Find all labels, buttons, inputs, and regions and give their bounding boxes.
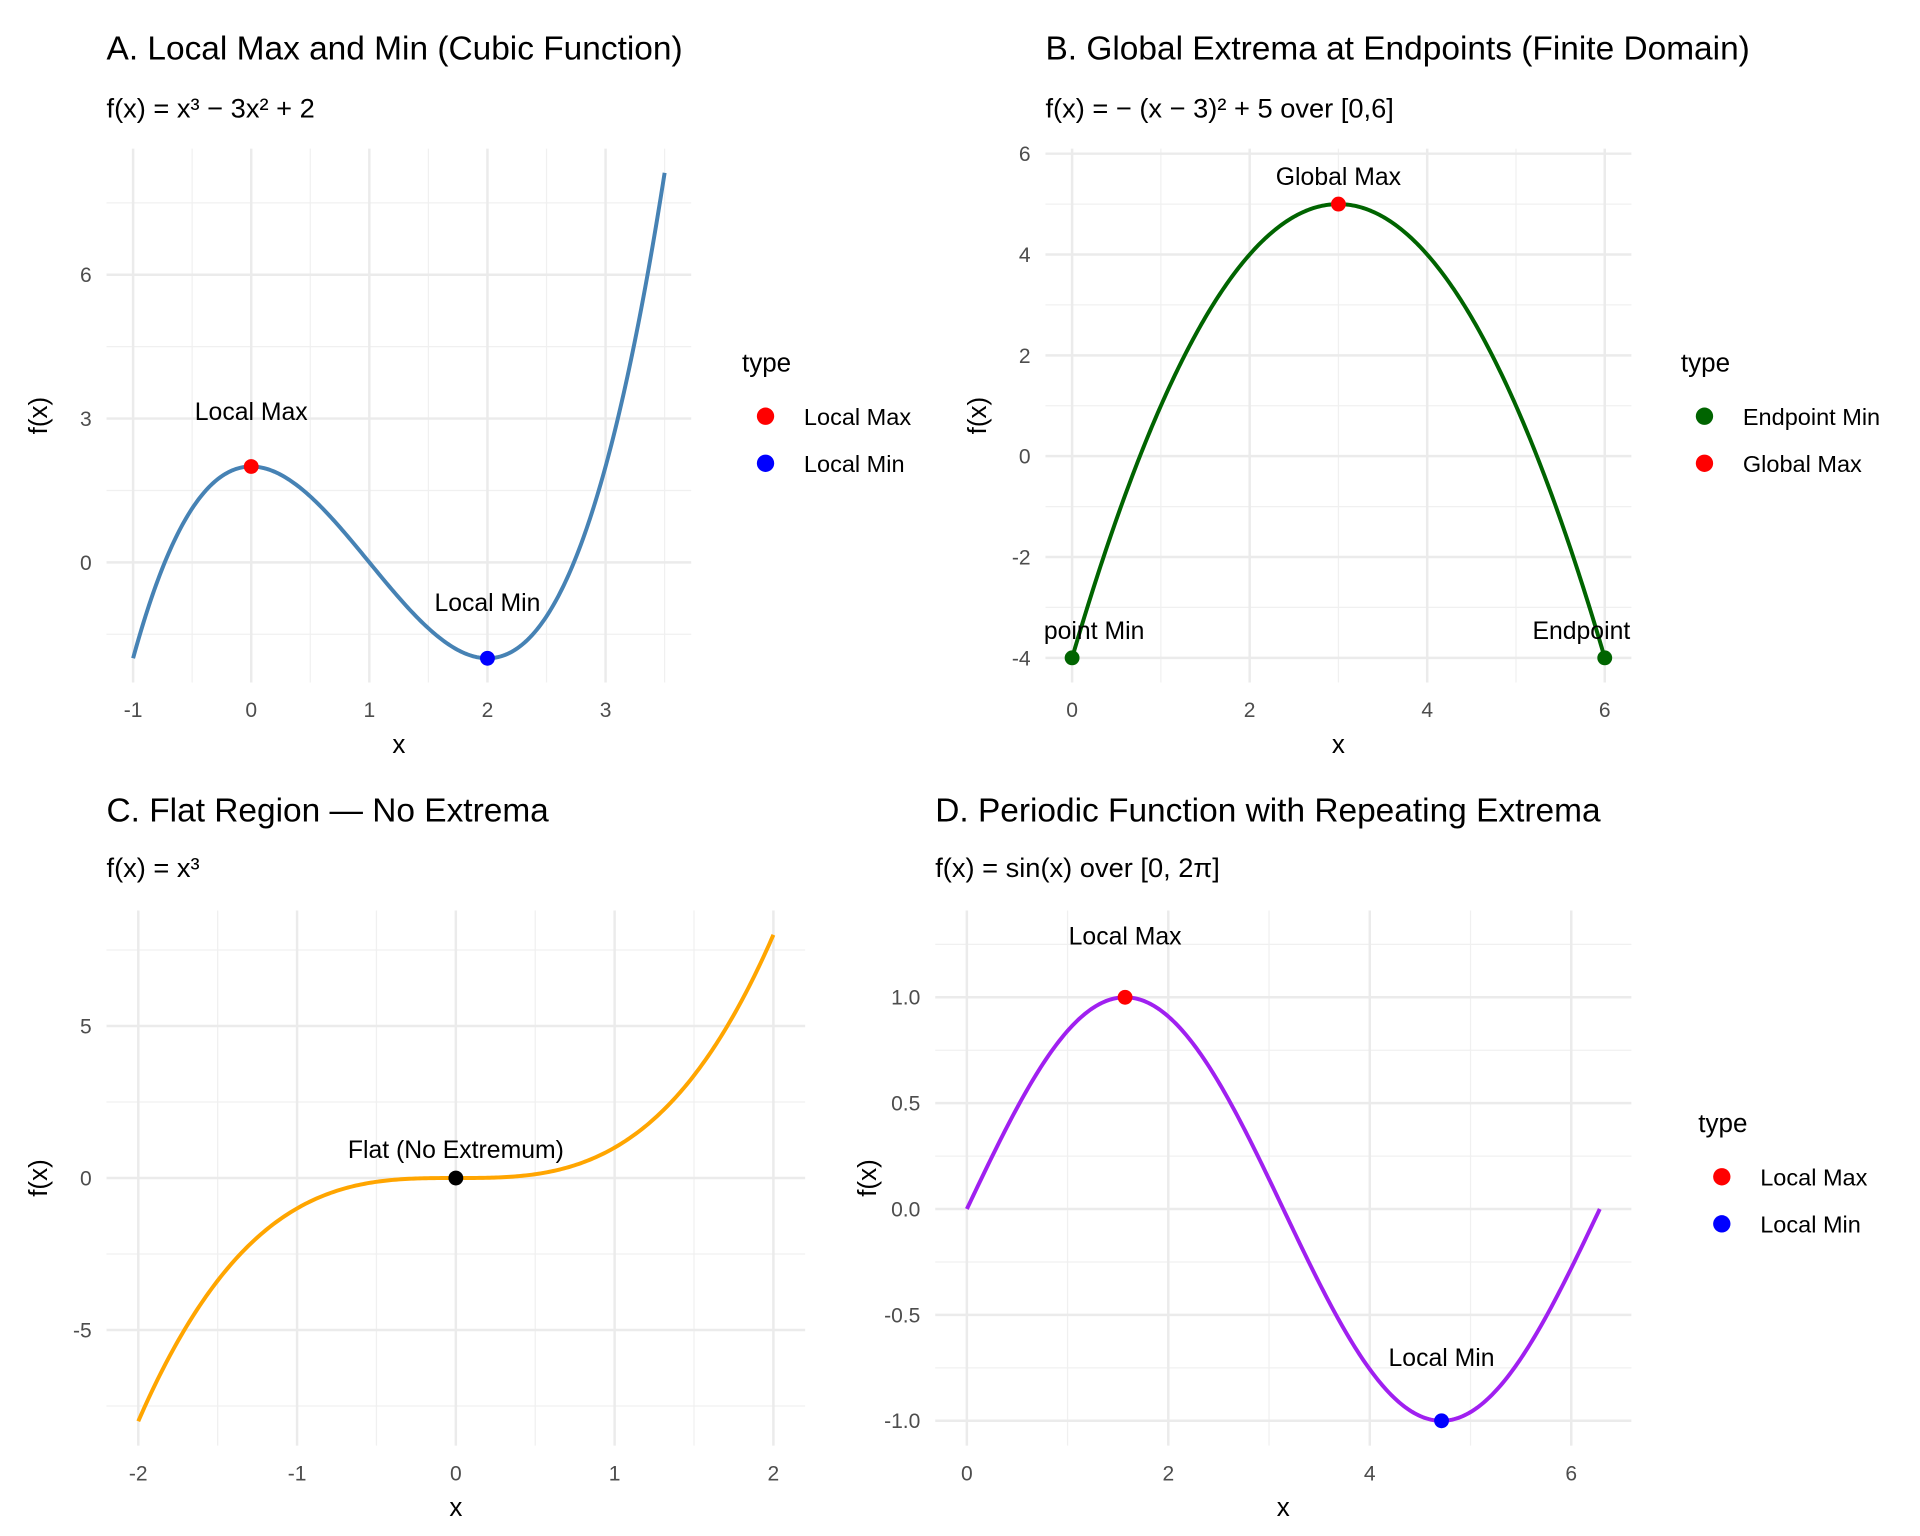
function-curve <box>965 995 1602 1423</box>
legend-title: type <box>742 348 791 378</box>
chart-subtitle: f(x) = sin(x) over [0, 2π] <box>935 852 1220 883</box>
x-tick-label: 2 <box>482 699 494 722</box>
extremum-point <box>1064 650 1080 666</box>
panel-d: D. Periodic Function with Repeating Extr… <box>852 792 1868 1522</box>
point-annotation: Local Min <box>1389 1345 1495 1372</box>
legend: type Endpoint Min Global Max <box>1681 348 1880 477</box>
x-axis-title: x <box>449 1492 462 1522</box>
x-tick-label: 2 <box>1244 699 1256 722</box>
x-tick-label: 0 <box>961 1462 973 1485</box>
annotations: Local Max Local Min <box>1069 924 1495 1372</box>
legend-label: Local Min <box>804 451 905 477</box>
x-tick-label: -1 <box>288 1462 307 1485</box>
x-tick-label: 1 <box>363 699 375 722</box>
y-tick-label: 6 <box>1019 143 1031 166</box>
x-tick-label: 0 <box>245 699 257 722</box>
extremum-point <box>1117 989 1133 1005</box>
chart-title: C. Flat Region — No Extrema <box>107 792 550 829</box>
x-tick-label: 1 <box>609 1462 621 1485</box>
x-axis-title: x <box>392 729 405 759</box>
point-annotation: Flat (No Extremum) <box>348 1137 564 1164</box>
y-tick-label: 0.0 <box>891 1198 920 1221</box>
extremum-point <box>1597 650 1613 666</box>
y-tick-label: 0 <box>1019 446 1031 469</box>
y-tick-label: 5 <box>80 1015 92 1038</box>
y-axis-title: f(x) <box>962 397 992 435</box>
y-tick-label: 0 <box>80 1167 92 1190</box>
y-tick-label: 0.5 <box>891 1093 920 1116</box>
annotations: Global Max Endpoint Min Endpoint Min <box>1000 164 1677 645</box>
x-tick-label: 0 <box>450 1462 462 1485</box>
legend-key <box>756 407 775 425</box>
point-annotation: Local Min <box>434 590 540 617</box>
legend-key <box>1695 454 1714 472</box>
x-tick-label: 2 <box>1162 1462 1174 1485</box>
chart-subtitle: f(x) = x³ − 3x² + 2 <box>107 93 315 124</box>
legend-label: Local Max <box>1760 1164 1867 1190</box>
legend-key <box>756 454 775 472</box>
extremum-point <box>243 459 259 474</box>
y-tick-label: 0 <box>80 552 92 575</box>
y-tick-label: -4 <box>1012 647 1031 670</box>
y-tick-label: 6 <box>80 264 92 287</box>
extremum-point <box>1434 1413 1449 1429</box>
function-curve <box>131 172 667 661</box>
point-annotation: Local Max <box>1069 924 1182 951</box>
panel-b: B. Global Extrema at Endpoints (Finite D… <box>962 30 1880 759</box>
x-tick-label: 2 <box>768 1462 780 1485</box>
legend-key <box>1713 1215 1731 1233</box>
x-tick-label: 4 <box>1364 1462 1376 1485</box>
x-axis-title: x <box>1277 1492 1290 1522</box>
y-tick-label: 4 <box>1019 244 1031 267</box>
y-axis-title: f(x) <box>23 397 53 435</box>
legend-label: Local Max <box>804 404 911 430</box>
legend: type Local Max Local Min <box>1698 1108 1867 1237</box>
x-tick-label: 6 <box>1565 1462 1577 1485</box>
extremum-point <box>448 1170 464 1186</box>
annotations: Local Max Local Min <box>195 399 541 617</box>
x-tick-label: 6 <box>1599 699 1611 722</box>
y-tick-label: 3 <box>80 408 92 431</box>
x-tick-label: 4 <box>1421 699 1433 722</box>
legend-title: type <box>1681 348 1730 378</box>
x-tick-label: -2 <box>129 1462 148 1485</box>
point-annotation: Endpoint Min <box>1000 618 1145 645</box>
y-tick-label: -2 <box>1012 546 1031 569</box>
point-annotation: Global Max <box>1276 164 1402 191</box>
extremum-point <box>1330 196 1346 212</box>
chart-title: D. Periodic Function with Repeating Extr… <box>935 792 1601 829</box>
y-tick-label: 2 <box>1019 345 1031 368</box>
chart-title: B. Global Extrema at Endpoints (Finite D… <box>1045 30 1749 67</box>
panel-a: A. Local Max and Min (Cubic Function) f(x… <box>23 30 911 759</box>
y-axis-title: f(x) <box>23 1159 53 1197</box>
legend: type Local Max Local Min <box>742 348 911 477</box>
y-axis-title: f(x) <box>852 1159 882 1197</box>
y-tick-label: -0.5 <box>884 1304 920 1327</box>
legend-label: Endpoint Min <box>1743 404 1880 430</box>
chart-title: A. Local Max and Min (Cubic Function) <box>107 30 683 67</box>
y-tick-label: 1.0 <box>891 987 920 1010</box>
point-annotation: Local Max <box>195 399 308 426</box>
point-annotation: Endpoint Min <box>1532 618 1677 645</box>
extremum-point <box>480 650 495 666</box>
legend-key <box>1695 407 1714 425</box>
y-tick-label: -1.0 <box>884 1410 920 1433</box>
annotations: Flat (No Extremum) <box>348 1137 564 1164</box>
x-axis-title: x <box>1332 729 1345 759</box>
x-tick-label: 0 <box>1066 699 1078 722</box>
legend-title: type <box>1698 1108 1747 1138</box>
legend-label: Global Max <box>1743 451 1862 477</box>
panel-c: C. Flat Region — No Extrema f(x) = x³ -2 -1… <box>23 792 806 1522</box>
x-tick-label: -1 <box>124 699 143 722</box>
chart-subtitle: f(x) = − (x − 3)² + 5 over [0,6] <box>1045 93 1393 124</box>
legend-key <box>1713 1168 1731 1186</box>
chart-subtitle: f(x) = x³ <box>107 852 200 883</box>
legend-label: Local Min <box>1760 1212 1861 1238</box>
x-tick-label: 3 <box>600 699 612 722</box>
y-tick-label: -5 <box>73 1319 92 1342</box>
